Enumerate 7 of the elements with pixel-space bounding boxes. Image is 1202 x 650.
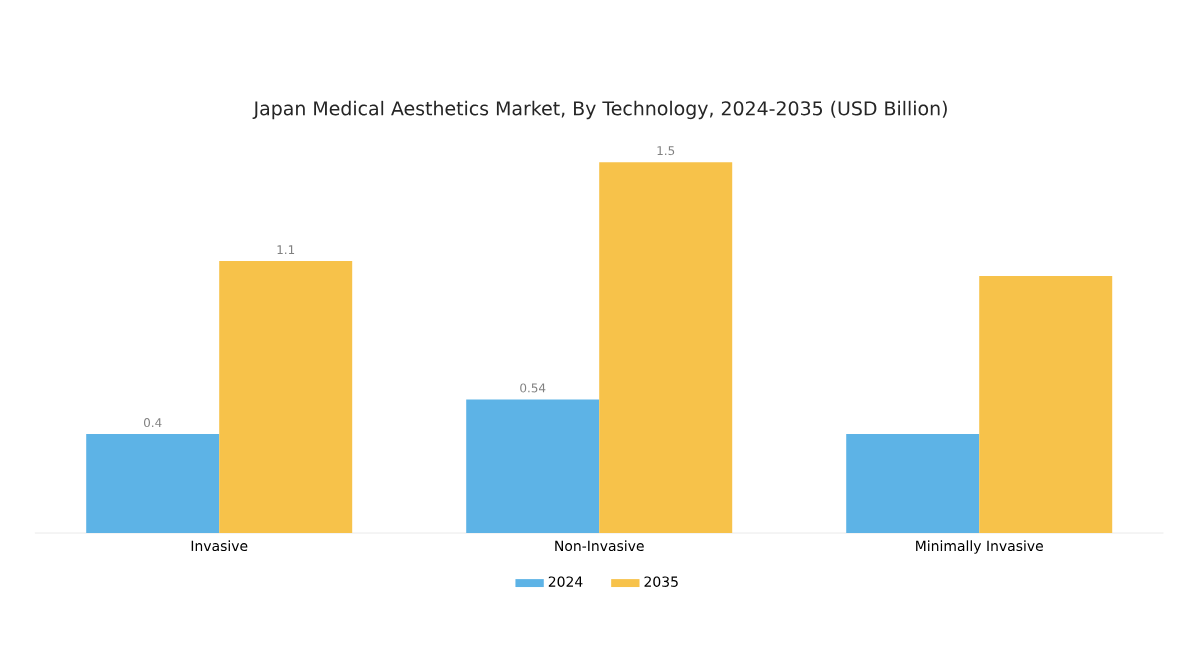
bar [979,275,1113,533]
bar [846,434,980,533]
bar [86,434,220,533]
chart-title: Japan Medical Aesthetics Market, By Technology, 2024-2035 (USD Billion) [252,100,947,120]
bar [599,162,733,533]
bar [466,399,600,533]
bar [219,261,353,533]
